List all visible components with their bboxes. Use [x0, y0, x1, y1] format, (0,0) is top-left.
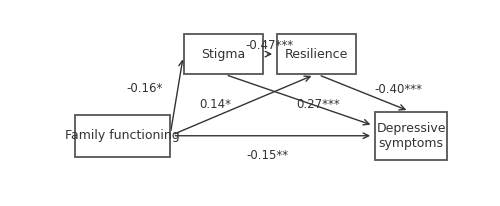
Text: -0.47***: -0.47*** [246, 39, 294, 52]
Text: Family functioning: Family functioning [65, 129, 180, 142]
Text: -0.16*: -0.16* [127, 82, 163, 95]
Text: -0.40***: -0.40*** [374, 83, 422, 96]
FancyBboxPatch shape [276, 34, 356, 74]
Text: Stigma: Stigma [201, 48, 246, 61]
Text: 0.14*: 0.14* [199, 97, 231, 111]
Text: Depressive
symptoms: Depressive symptoms [376, 122, 446, 150]
Text: Resilience: Resilience [284, 48, 348, 61]
Text: -0.15**: -0.15** [246, 149, 288, 162]
Text: 0.27***: 0.27*** [296, 97, 340, 111]
FancyBboxPatch shape [184, 34, 263, 74]
FancyBboxPatch shape [376, 112, 447, 160]
FancyBboxPatch shape [75, 115, 170, 157]
